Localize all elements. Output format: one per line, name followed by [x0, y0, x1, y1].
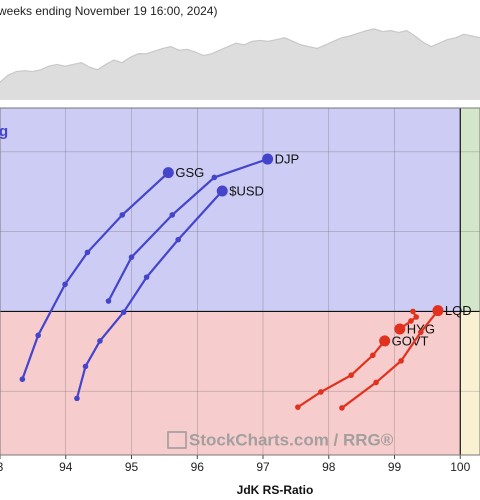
tail-marker	[19, 376, 26, 383]
tail-marker	[413, 314, 420, 320]
head-marker	[379, 335, 391, 347]
head-marker	[162, 167, 174, 179]
tail-line	[399, 310, 418, 330]
x-tick-label: 3	[0, 460, 4, 474]
tail-marker	[410, 308, 416, 315]
x-tick-label: 94	[59, 460, 73, 474]
series-label: DJP	[275, 151, 300, 166]
tail-marker	[373, 379, 379, 386]
tail-line	[21, 171, 170, 380]
x-tick-label: 100	[450, 460, 470, 474]
tail-marker	[370, 352, 376, 359]
tail-marker	[295, 404, 301, 410]
tail-marker	[398, 358, 404, 364]
x-tick-label: 99	[388, 460, 402, 474]
tail-marker	[408, 318, 414, 324]
tail-marker	[348, 372, 354, 379]
series-label: GSG	[175, 165, 204, 180]
quadrant-label: g	[0, 123, 8, 140]
head-marker	[262, 153, 274, 165]
tail-marker	[318, 389, 324, 395]
tail-marker	[175, 236, 181, 243]
head-marker	[394, 323, 406, 335]
watermark-icon	[167, 431, 187, 449]
tail-marker	[84, 249, 91, 256]
tail-marker	[35, 332, 41, 339]
tail-marker	[97, 338, 103, 344]
tail-marker	[74, 395, 80, 402]
x-tick-label: 97	[256, 460, 270, 474]
head-marker	[432, 305, 444, 317]
tail-marker	[105, 298, 112, 304]
tail-marker	[339, 405, 345, 411]
tail-marker	[120, 309, 127, 316]
series-label: GOVT	[392, 333, 429, 348]
quadrant-lagging	[0, 311, 461, 455]
tail-marker	[119, 212, 126, 218]
quadrant-improving	[0, 108, 461, 312]
benchmark-area	[0, 28, 480, 101]
series-label: $USD	[229, 183, 264, 198]
tail-marker	[211, 174, 218, 181]
tail-marker	[143, 274, 150, 280]
quadrant-leading	[460, 108, 480, 312]
series-label: HYG	[407, 321, 435, 336]
x-axis-title: JdK RS-Ratio	[237, 483, 314, 497]
series-label: LQD	[445, 303, 472, 318]
plot-frame	[0, 107, 480, 456]
tail-marker	[128, 254, 135, 260]
benchmark-line	[0, 28, 480, 83]
head-marker	[216, 185, 228, 197]
quadrant-weakening	[460, 311, 480, 455]
subtitle: weeks ending November 19 16:00, 2024)	[0, 4, 217, 18]
tail-marker	[169, 212, 176, 218]
tail-marker	[418, 329, 424, 335]
tail-marker	[62, 281, 68, 288]
watermark: StockCharts.com / RRG®	[189, 430, 394, 449]
x-tick-label: 98	[322, 460, 336, 474]
tail-marker	[82, 363, 89, 370]
x-tick-label: 96	[191, 460, 205, 474]
x-tick-label: 95	[125, 460, 139, 474]
